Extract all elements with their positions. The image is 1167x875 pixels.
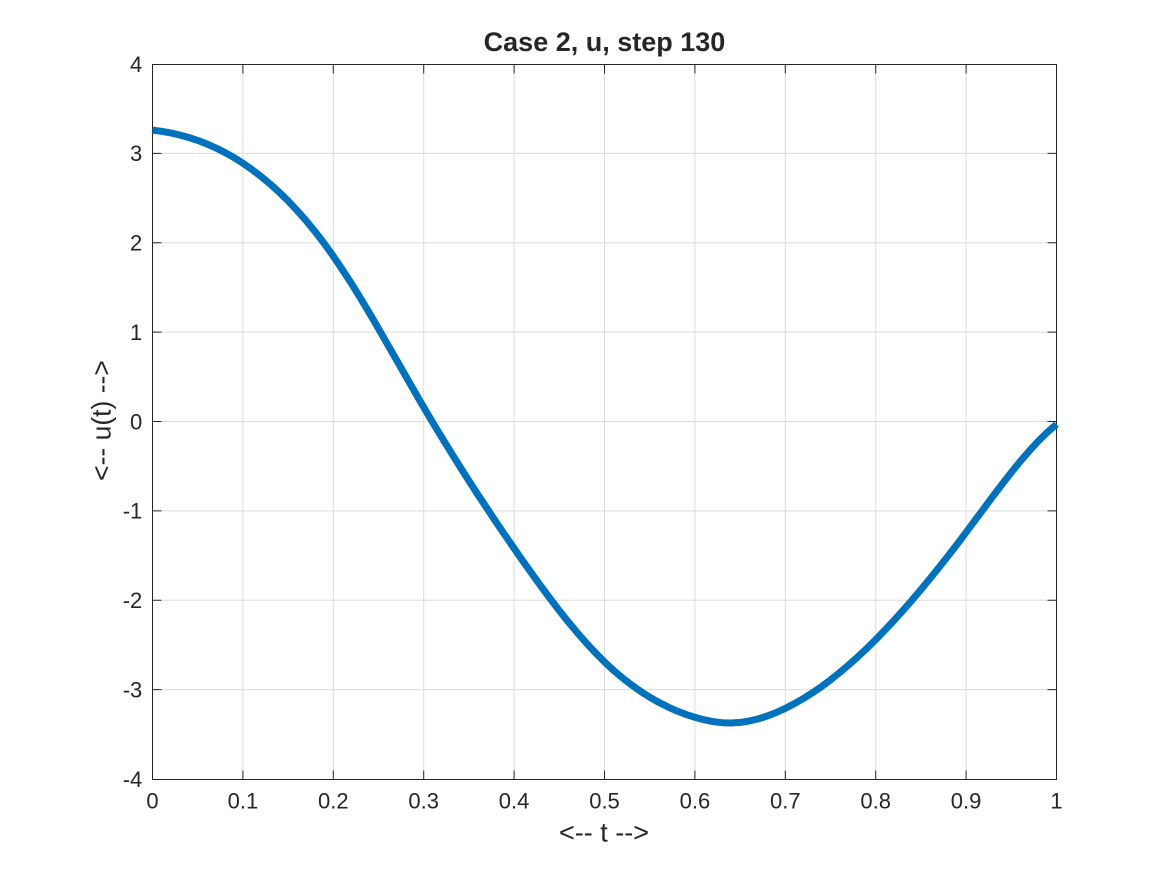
svg-text:0.5: 0.5 [589,788,620,813]
svg-text:-3: -3 [123,677,143,702]
svg-text:0.6: 0.6 [680,788,711,813]
svg-text:0: 0 [130,409,142,434]
svg-text:4: 4 [130,52,142,77]
svg-text:-2: -2 [123,588,143,613]
svg-text:0.9: 0.9 [951,788,982,813]
svg-text:0: 0 [146,788,158,813]
svg-text:<-- u(t) -->: <-- u(t) --> [87,360,117,481]
svg-text:1: 1 [130,320,142,345]
svg-text:0.1: 0.1 [228,788,259,813]
svg-text:0.7: 0.7 [770,788,801,813]
svg-text:0.8: 0.8 [860,788,891,813]
svg-text:3: 3 [130,141,142,166]
svg-text:0.4: 0.4 [499,788,530,813]
svg-text:Case 2, u, step 130: Case 2, u, step 130 [484,27,726,57]
svg-text:-1: -1 [123,499,143,524]
svg-text:2: 2 [130,231,142,256]
svg-text:<-- t -->: <-- t --> [559,817,649,847]
svg-text:1: 1 [1050,788,1062,813]
svg-text:-4: -4 [123,767,143,792]
svg-text:0.2: 0.2 [318,788,349,813]
svg-text:0.3: 0.3 [408,788,439,813]
